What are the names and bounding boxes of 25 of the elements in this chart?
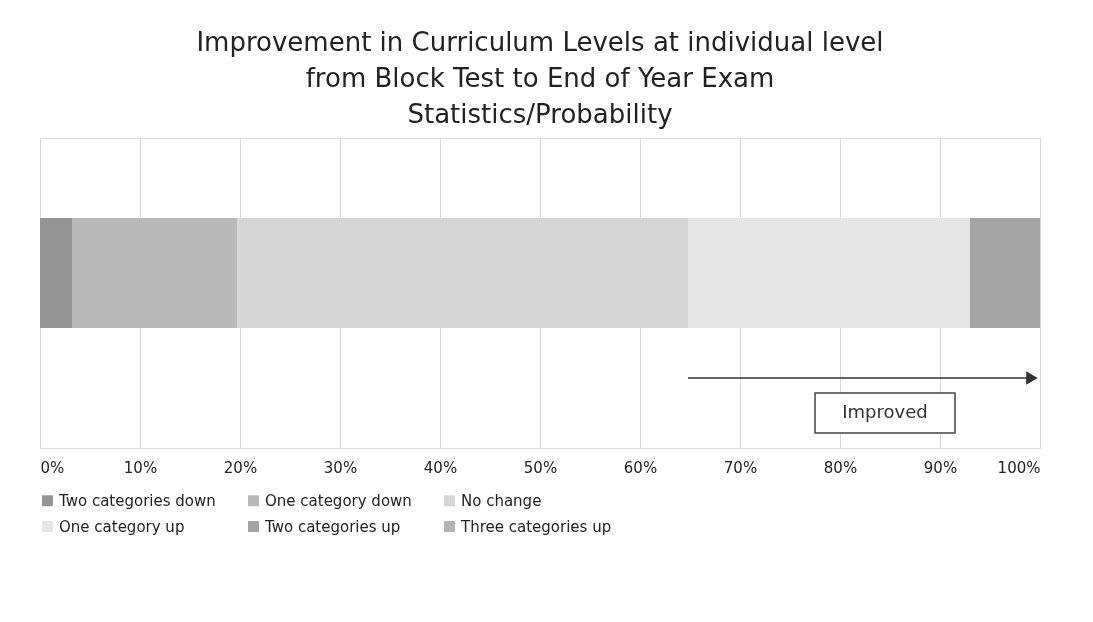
legend-label: No change (461, 491, 542, 510)
x-tick-label: 0% (40, 458, 65, 477)
legend-label: Three categories up (460, 517, 612, 536)
bar (970, 218, 1040, 328)
legend-label: One category down (265, 491, 412, 510)
annotation: Improved (842, 401, 928, 422)
x-tick-label: 40% (423, 458, 458, 477)
bar (688, 218, 970, 328)
bar (40, 218, 72, 328)
text: Improvement in Curriculum Levels at individual level (196, 27, 884, 57)
bar (72, 218, 237, 328)
text: from Block Test to End of Year Exam (305, 63, 775, 93)
x-tick-label: 60% (623, 458, 658, 477)
text: Statistics/Probability (407, 99, 673, 129)
x-tick-label: 90% (923, 458, 958, 477)
x-tick-label: 30% (323, 458, 358, 477)
legend-label: One category up (59, 517, 185, 536)
x-tick-label: 100% (997, 458, 1041, 477)
x-tick-label: 80% (823, 458, 858, 477)
x-tick-label: 50% (523, 458, 558, 477)
legend-label: Two categories down (58, 491, 216, 510)
x-tick-label: 70% (723, 458, 758, 477)
x-tick-label: 20% (223, 458, 258, 477)
legend-label: Two categories up (264, 517, 401, 536)
x-tick-label: 10% (123, 458, 158, 477)
